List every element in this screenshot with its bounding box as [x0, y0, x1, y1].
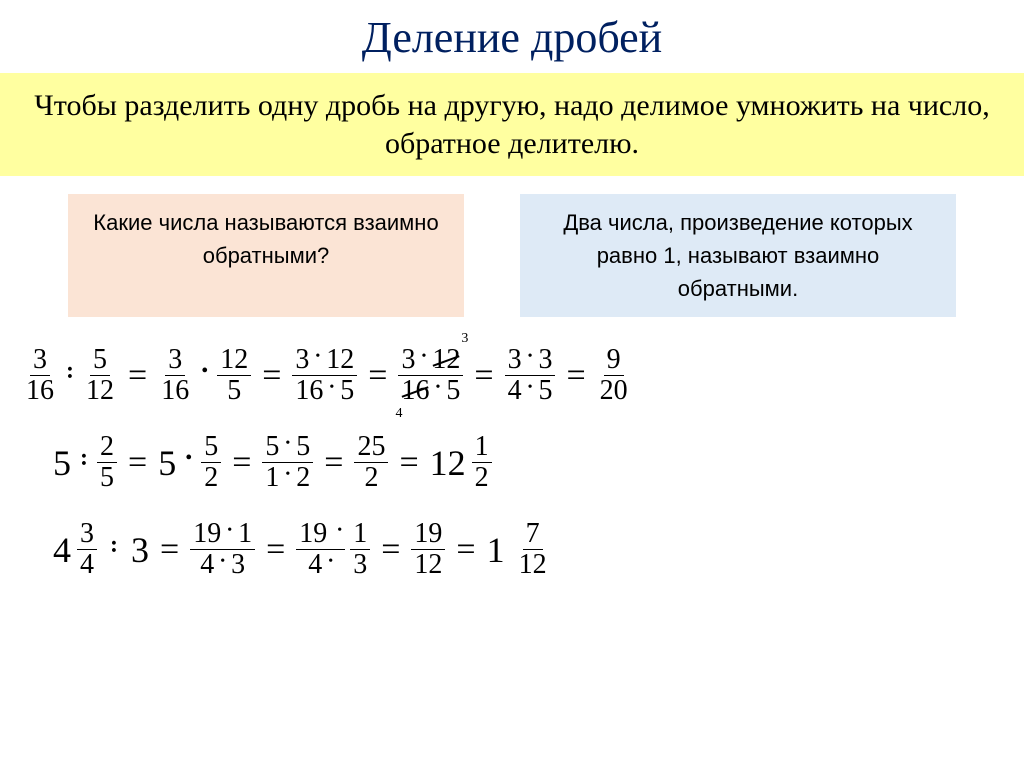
fraction: 52	[201, 433, 221, 492]
rule-box: Чтобы разделить одну дробь на другую, на…	[0, 73, 1024, 176]
equals: =	[128, 444, 147, 482]
equals: =	[160, 531, 179, 569]
equals: =	[566, 357, 585, 395]
equation-2: 5 : 25 = 5 • 52 = 5•5 1•2 = 252 = 12 12	[20, 432, 1004, 493]
equals: =	[262, 357, 281, 395]
equals: =	[456, 531, 475, 569]
multiply-op: •	[201, 360, 208, 383]
expanded-fraction: 19•1 4•3	[190, 519, 255, 580]
fraction: 25	[97, 433, 117, 492]
expanded-fraction: 3•3 4•5	[505, 345, 556, 406]
whole-number: 12	[430, 442, 466, 484]
fraction: 316	[23, 346, 57, 405]
expanded-fraction: 5•5 1•2	[262, 432, 313, 493]
fraction: 12	[472, 433, 492, 492]
multiply-op: •	[185, 447, 192, 470]
fraction: 512	[83, 346, 117, 405]
fraction: 34	[77, 520, 97, 579]
whole-number: 5	[158, 442, 176, 484]
equals: =	[266, 531, 285, 569]
equation-1: 316 : 512 = 316 • 125 = 3•12 16•5 = 3• 1…	[20, 345, 1004, 406]
fraction: 1912	[411, 520, 445, 579]
whole-number: 1	[487, 529, 505, 571]
question-box: Какие числа называются взаимно обратными…	[68, 194, 464, 317]
result-fraction: 920	[597, 346, 631, 405]
equals: =	[368, 357, 387, 395]
math-examples: 316 : 512 = 316 • 125 = 3•12 16•5 = 3• 1…	[0, 317, 1024, 580]
whole-number: 3	[131, 529, 149, 571]
fraction: 125	[217, 346, 251, 405]
whole-number: 5	[53, 442, 71, 484]
cancelled-fraction: 3• 123 164 •5	[398, 345, 463, 406]
page-title: Деление дробей	[0, 0, 1024, 63]
fraction: 252	[354, 433, 388, 492]
equals: =	[128, 357, 147, 395]
answer-box: Два числа, произведение которых равно 1,…	[520, 194, 956, 317]
fraction: 712	[516, 520, 550, 579]
divide-op: :	[66, 358, 74, 385]
expanded-fraction: 19• 4•	[296, 519, 345, 580]
divide-op: :	[110, 532, 118, 559]
expanded-fraction: 3•12 16•5	[292, 345, 357, 406]
equals: =	[324, 444, 343, 482]
qa-row: Какие числа называются взаимно обратными…	[0, 194, 1024, 317]
equals: =	[474, 357, 493, 395]
divide-op: :	[80, 445, 88, 472]
fraction: 13	[350, 520, 370, 579]
equals: =	[381, 531, 400, 569]
equals: =	[232, 444, 251, 482]
equals: =	[399, 444, 418, 482]
equation-3: 4 34 : 3 = 19•1 4•3 = 19• 4• 13 = 1912 =…	[20, 519, 1004, 580]
whole-number: 4	[53, 529, 71, 571]
fraction: 316	[158, 346, 192, 405]
